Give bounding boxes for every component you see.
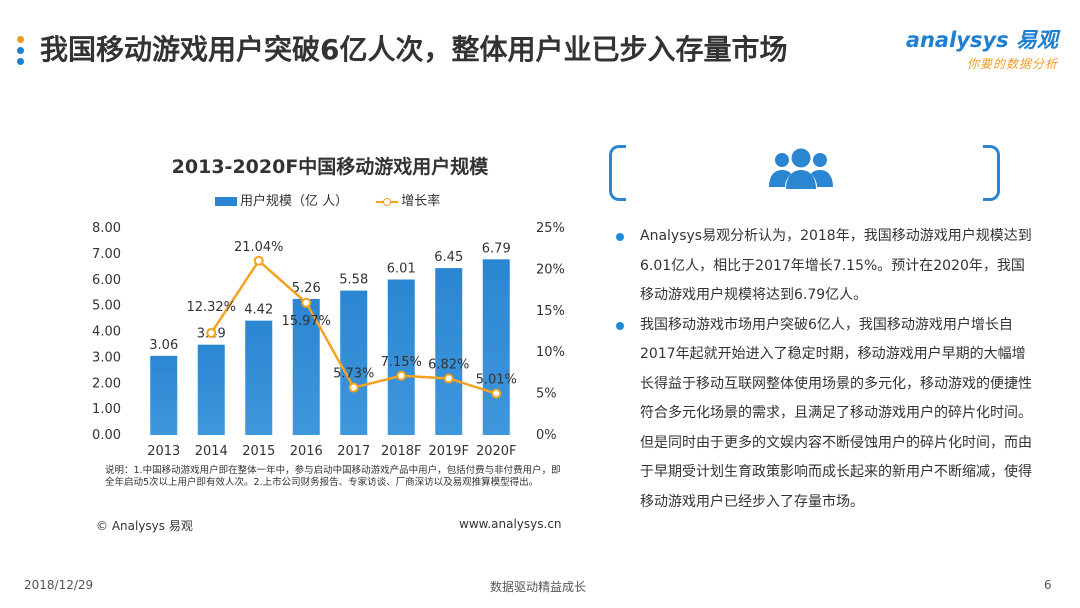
bar-value-label: 6.01 xyxy=(387,261,416,276)
growth-rate-label: 5.73% xyxy=(333,367,374,382)
x-axis-tick-label: 2018F xyxy=(381,444,422,458)
left-axis-tick-label: 0.00 xyxy=(92,428,121,443)
website-link[interactable]: www.analysys.cn xyxy=(459,517,562,531)
bar-value-label: 4.42 xyxy=(244,303,273,318)
left-axis-tick-label: 6.00 xyxy=(92,273,121,288)
bar xyxy=(245,320,273,435)
left-axis-tick-label: 7.00 xyxy=(92,247,121,262)
dot-blue-2 xyxy=(17,58,24,65)
left-axis-tick-label: 8.00 xyxy=(92,221,121,236)
chart-legend: 用户规模（亿 人） 增长率 xyxy=(215,190,440,209)
growth-rate-label: 21.04% xyxy=(234,240,284,255)
footer-slogan: 数据驱动精益成长 xyxy=(490,580,587,594)
right-axis-tick-label: 15% xyxy=(536,304,565,319)
left-axis-tick-label: 5.00 xyxy=(92,299,121,314)
growth-rate-point xyxy=(396,370,407,381)
growth-rate-label: 7.15% xyxy=(381,355,422,370)
bar-value-label: 5.26 xyxy=(292,281,321,296)
growth-rate-point xyxy=(253,255,264,266)
bar xyxy=(292,298,320,435)
dot-blue-1 xyxy=(17,47,24,54)
logo-brand: analysys 易观 xyxy=(905,28,1058,52)
dot-orange xyxy=(17,36,24,43)
growth-rate-label: 12.32% xyxy=(186,300,236,315)
analysis-bullets: Analysys易观分析认为，2018年，我国移动游戏用户规模达到6.01亿人，… xyxy=(614,222,1034,517)
growth-rate-label: 6.82% xyxy=(428,358,469,373)
bar xyxy=(435,268,463,435)
title-decoration-dots xyxy=(17,36,25,69)
right-axis-tick-label: 20% xyxy=(536,262,565,277)
growth-rate-point xyxy=(206,327,217,338)
left-bracket xyxy=(609,145,626,201)
bar-value-label: 3.06 xyxy=(149,338,178,353)
chart-title: 2013-2020F中国移动游戏用户规模 xyxy=(171,156,489,178)
right-axis-tick-label: 25% xyxy=(536,221,565,236)
bar-value-label: 6.45 xyxy=(434,250,463,265)
page-number: 6 xyxy=(1044,578,1052,592)
growth-rate-point xyxy=(491,388,502,399)
bar xyxy=(197,344,225,435)
legend-bar-swatch xyxy=(215,197,237,206)
x-axis-tick-label: 2014 xyxy=(195,444,228,458)
legend-bar-label: 用户规模（亿 人） xyxy=(240,194,349,209)
x-axis-tick-label: 2020F xyxy=(476,444,517,458)
legend-line-swatch xyxy=(376,197,399,207)
right-axis-tick-label: 0% xyxy=(536,428,557,443)
growth-rate-label: 15.97% xyxy=(281,314,331,329)
bar xyxy=(340,290,368,435)
growth-rate-label: 5.01% xyxy=(476,373,517,388)
x-axis-tick-label: 2016 xyxy=(290,444,323,458)
right-axis-tick-label: 5% xyxy=(536,387,557,402)
legend-line-label: 增长率 xyxy=(401,194,441,209)
x-axis-tick-label: 2013 xyxy=(147,444,180,458)
bar xyxy=(387,279,415,435)
users-icon xyxy=(769,148,833,189)
bar-value-label: 6.79 xyxy=(482,241,511,256)
left-axis-tick-label: 4.00 xyxy=(92,325,121,340)
growth-rate-point xyxy=(443,373,454,384)
growth-rate-point xyxy=(301,297,312,308)
x-axis-tick-label: 2019F xyxy=(428,444,469,458)
right-bracket xyxy=(983,145,1000,201)
left-axis-tick-label: 1.00 xyxy=(92,402,121,417)
growth-rate-point xyxy=(348,382,359,393)
right-axis-tick-label: 10% xyxy=(536,345,565,360)
bar xyxy=(150,355,178,435)
logo-slogan: 你要的数据分析 xyxy=(966,57,1058,71)
copyright: © Analysys 易观 xyxy=(96,519,193,533)
page-title: 我国移动游戏用户突破6亿人次，整体用户业已步入存量市场 xyxy=(40,33,788,66)
footer-date: 2018/12/29 xyxy=(24,578,94,592)
x-axis-tick-label: 2017 xyxy=(337,444,370,458)
bar xyxy=(482,259,510,435)
chart-note: 说明：1.中国移动游戏用户即在整体一年中，参与启动中国移动游戏产品中用户，包括付… xyxy=(105,465,561,488)
analysis-bullet-1: Analysys易观分析认为，2018年，我国移动游戏用户规模达到6.01亿人，… xyxy=(614,222,1034,311)
x-axis-tick-label: 2015 xyxy=(242,444,275,458)
analysis-bullet-2: 我国移动游戏市场用户突破6亿人，我国移动游戏用户增长自2017年起就开始进入了稳… xyxy=(614,311,1034,518)
combo-chart: 0.00 1.00 2.00 3.00 4.00 5.00 6.00 7.00 8.00 0% 5%… xyxy=(92,221,565,458)
analysys-logo: analysys 易观 你要的数据分析 xyxy=(906,24,1058,72)
left-axis-tick-label: 2.00 xyxy=(92,376,121,391)
left-axis-tick-label: 3.00 xyxy=(92,350,121,365)
bar-value-label: 5.58 xyxy=(339,273,368,288)
